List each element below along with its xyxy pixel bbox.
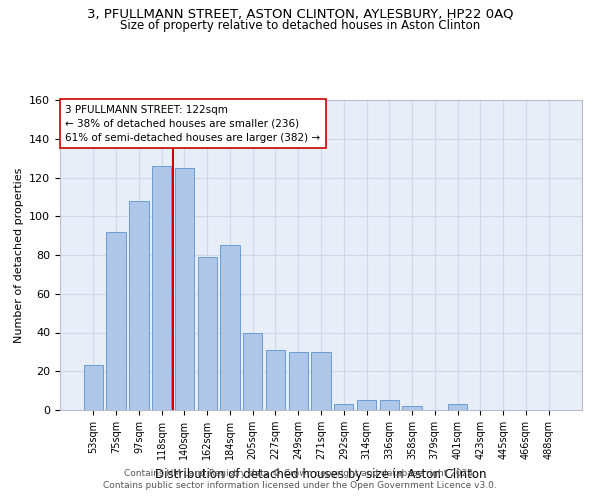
Bar [289, 352, 308, 410]
Bar [84, 366, 103, 410]
Bar [243, 332, 262, 410]
Bar [220, 246, 239, 410]
Bar [175, 168, 194, 410]
Bar [266, 350, 285, 410]
Bar [197, 257, 217, 410]
Text: Size of property relative to detached houses in Aston Clinton: Size of property relative to detached ho… [120, 19, 480, 32]
Bar [403, 406, 422, 410]
Bar [448, 404, 467, 410]
X-axis label: Distribution of detached houses by size in Aston Clinton: Distribution of detached houses by size … [155, 468, 487, 480]
Bar [311, 352, 331, 410]
Y-axis label: Number of detached properties: Number of detached properties [14, 168, 23, 342]
Text: Contains public sector information licensed under the Open Government Licence v3: Contains public sector information licen… [103, 481, 497, 490]
Text: Contains HM Land Registry data © Crown copyright and database right 2024.: Contains HM Land Registry data © Crown c… [124, 468, 476, 477]
Bar [106, 232, 126, 410]
Bar [357, 400, 376, 410]
Text: 3 PFULLMANN STREET: 122sqm
← 38% of detached houses are smaller (236)
61% of sem: 3 PFULLMANN STREET: 122sqm ← 38% of deta… [65, 104, 320, 142]
Bar [380, 400, 399, 410]
Bar [129, 200, 149, 410]
Text: 3, PFULLMANN STREET, ASTON CLINTON, AYLESBURY, HP22 0AQ: 3, PFULLMANN STREET, ASTON CLINTON, AYLE… [87, 8, 513, 20]
Bar [334, 404, 353, 410]
Bar [152, 166, 172, 410]
